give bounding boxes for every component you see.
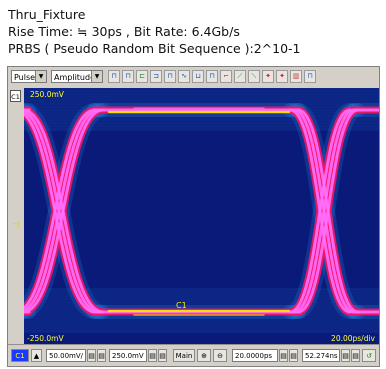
eye-diagram-svg [24,88,379,333]
volts-div-stepper-icon[interactable]: ▤ [97,349,106,362]
ramp-icon[interactable]: ⟍ [248,70,260,83]
marker-add-icon[interactable]: ✦ [262,70,274,83]
run-icon[interactable]: ↺ [362,349,376,362]
time-div-label: 20.00ps/div [331,334,375,343]
left-gutter: C1 ⊣ [8,88,24,346]
oscilloscope-window: Pulse ▼ Amplitude ▼ ⊓ ⊓ ⊏ ⊐ ⊓ ∿ ⊔ ⊓ ⌐ ⟋ … [7,66,380,367]
timebase-button[interactable]: Main [173,349,195,362]
histogram-icon[interactable]: ▥ [290,70,302,83]
eye-measure-icon[interactable]: ⊓ [304,70,316,83]
zoom-in-icon[interactable]: ⊕ [197,349,211,362]
frequency-icon[interactable]: ∿ [178,70,190,83]
chevron-down-icon: ▼ [35,71,46,82]
measure-select[interactable]: Amplitude ▼ [51,70,103,83]
trace-label: C1 [176,301,187,310]
fall-time-icon[interactable]: ⊐ [150,70,162,83]
channel-tag[interactable]: C1 [10,90,21,102]
inner-trace-fall-1 [24,112,97,314]
slope-icon[interactable]: ⟋ [234,70,246,83]
ground-marker-icon[interactable]: ⊣ [12,220,20,230]
channel-select[interactable]: C1 [11,349,29,362]
inner-trace-fall-1 [24,108,105,314]
toolbar: Pulse ▼ Amplitude ▼ ⊓ ⊓ ⊏ ⊐ ⊓ ∿ ⊔ ⊓ ⌐ ⟋ … [8,67,379,87]
bottom-voltage-label: -250.0mV [27,334,64,343]
mode-select[interactable]: Pulse ▼ [11,70,47,83]
position-spin-icon[interactable]: ▤ [341,349,350,362]
position-stepper-icon[interactable]: ▤ [351,349,360,362]
caption-title: Thru_Fixture [8,7,86,22]
inner-trace-fall-2 [292,108,356,314]
pulse-measure-icon[interactable]: ⊓ [108,70,120,83]
eye-diagram-display: 250.0mV C1 -250.0mV 20.00ps/div [24,88,379,346]
inner-trace-fall-2 [296,108,360,314]
inner-trace-fall-2 [288,108,352,314]
measure-select-value: Amplitude [54,73,95,82]
offset-spin-icon[interactable]: ▤ [148,349,157,362]
edge-icon[interactable]: ⌐ [220,70,232,83]
channel-up-button[interactable]: ▲ [31,349,42,362]
time-div-field[interactable]: 20.0000ps [232,349,278,362]
time-div-stepper-icon[interactable]: ▤ [289,349,298,362]
period-icon[interactable]: ⊓ [164,70,176,83]
pulse-train-icon[interactable]: ⊓ [122,70,134,83]
status-bar: C1 ▲ 50.00mV/ ▤ ▤ 250.0mV ▤ ▤ Main ⊕ ⊖ 2… [8,344,379,366]
duty-cycle-icon[interactable]: ⊔ [192,70,204,83]
marker-remove-icon[interactable]: ✦ [276,70,288,83]
inner-trace-fall-1 [24,109,101,314]
volts-div-spin-icon[interactable]: ▤ [87,349,96,362]
rise-time-icon[interactable]: ⊏ [136,70,148,83]
top-voltage-label: 250.0mV [30,90,64,99]
offset-field[interactable]: 250.0mV [109,349,147,362]
zoom-out-icon[interactable]: ⊖ [213,349,227,362]
time-div-spin-icon[interactable]: ▤ [279,349,288,362]
offset-stepper-icon[interactable]: ▤ [158,349,167,362]
volts-div-field[interactable]: 50.00mV/ [46,349,86,362]
caption-prbs: PRBS ( Pseudo Random Bit Sequence ):2^10… [8,41,301,56]
position-field[interactable]: 52.274ns [302,349,340,362]
chevron-down-icon: ▼ [91,71,102,82]
caption-rise-time: Rise Time: ≒ 30ps , Bit Rate: 6.4Gb/s [8,24,240,39]
mode-select-value: Pulse [14,73,36,82]
width-icon[interactable]: ⊓ [206,70,218,83]
